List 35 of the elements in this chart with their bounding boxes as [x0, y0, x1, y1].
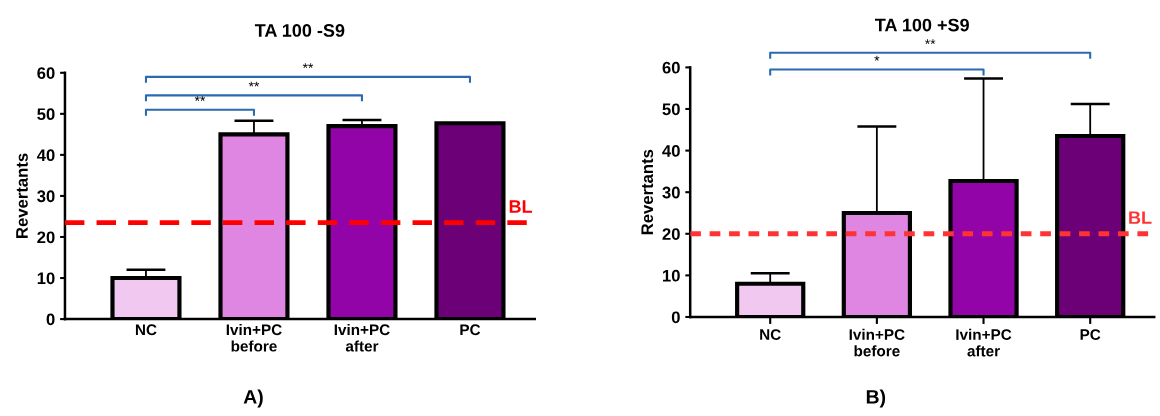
x-tick-label: Ivin+PC after [334, 323, 390, 352]
text: * [874, 55, 880, 61]
x-tick-label: PC [460, 324, 481, 336]
y-tick-label: 60 [662, 61, 680, 74]
y-tick-label: 0 [671, 311, 680, 324]
y-tick-label: 30 [662, 186, 680, 199]
ref-line-label: BL [1129, 211, 1152, 224]
x-tick-label: PC [1080, 329, 1101, 341]
x-tick-label: NC [135, 324, 157, 336]
y-tick-label: 40 [662, 144, 680, 157]
y-tick-label: 20 [662, 228, 680, 240]
text: ** [925, 39, 936, 45]
annotation: ** [248, 81, 260, 87]
y-tick-label: 30 [37, 190, 55, 203]
y-tick-label: 20 [37, 231, 55, 244]
y-tick-label: 0 [46, 313, 55, 326]
y-axis-title: Revertants [16, 153, 28, 238]
x-tick-label: NC [760, 329, 781, 341]
y-tick-label: 50 [37, 108, 55, 121]
y-tick-label: 60 [37, 67, 55, 79]
text: ** [302, 63, 314, 69]
chart-title: TA 100 +S9 [874, 18, 969, 32]
y-tick-label: 50 [662, 103, 680, 116]
x-tick-label: Ivin+PC before [849, 328, 905, 357]
annotation: ** [194, 96, 206, 101]
x-tick-label: Ivin+PC after [956, 328, 1012, 357]
y-tick-label: 10 [662, 269, 680, 282]
text: A) [243, 389, 263, 408]
ref-line-label: BL [509, 200, 533, 213]
y-axis-title: Revertants [641, 149, 654, 235]
x-tick-label: Ivin+PC before [226, 323, 282, 352]
y-tick-label: 10 [37, 272, 55, 285]
chart-title: TA 100 -S9 [254, 24, 345, 37]
text: B) [866, 389, 886, 408]
y-tick-label: 40 [36, 149, 55, 162]
